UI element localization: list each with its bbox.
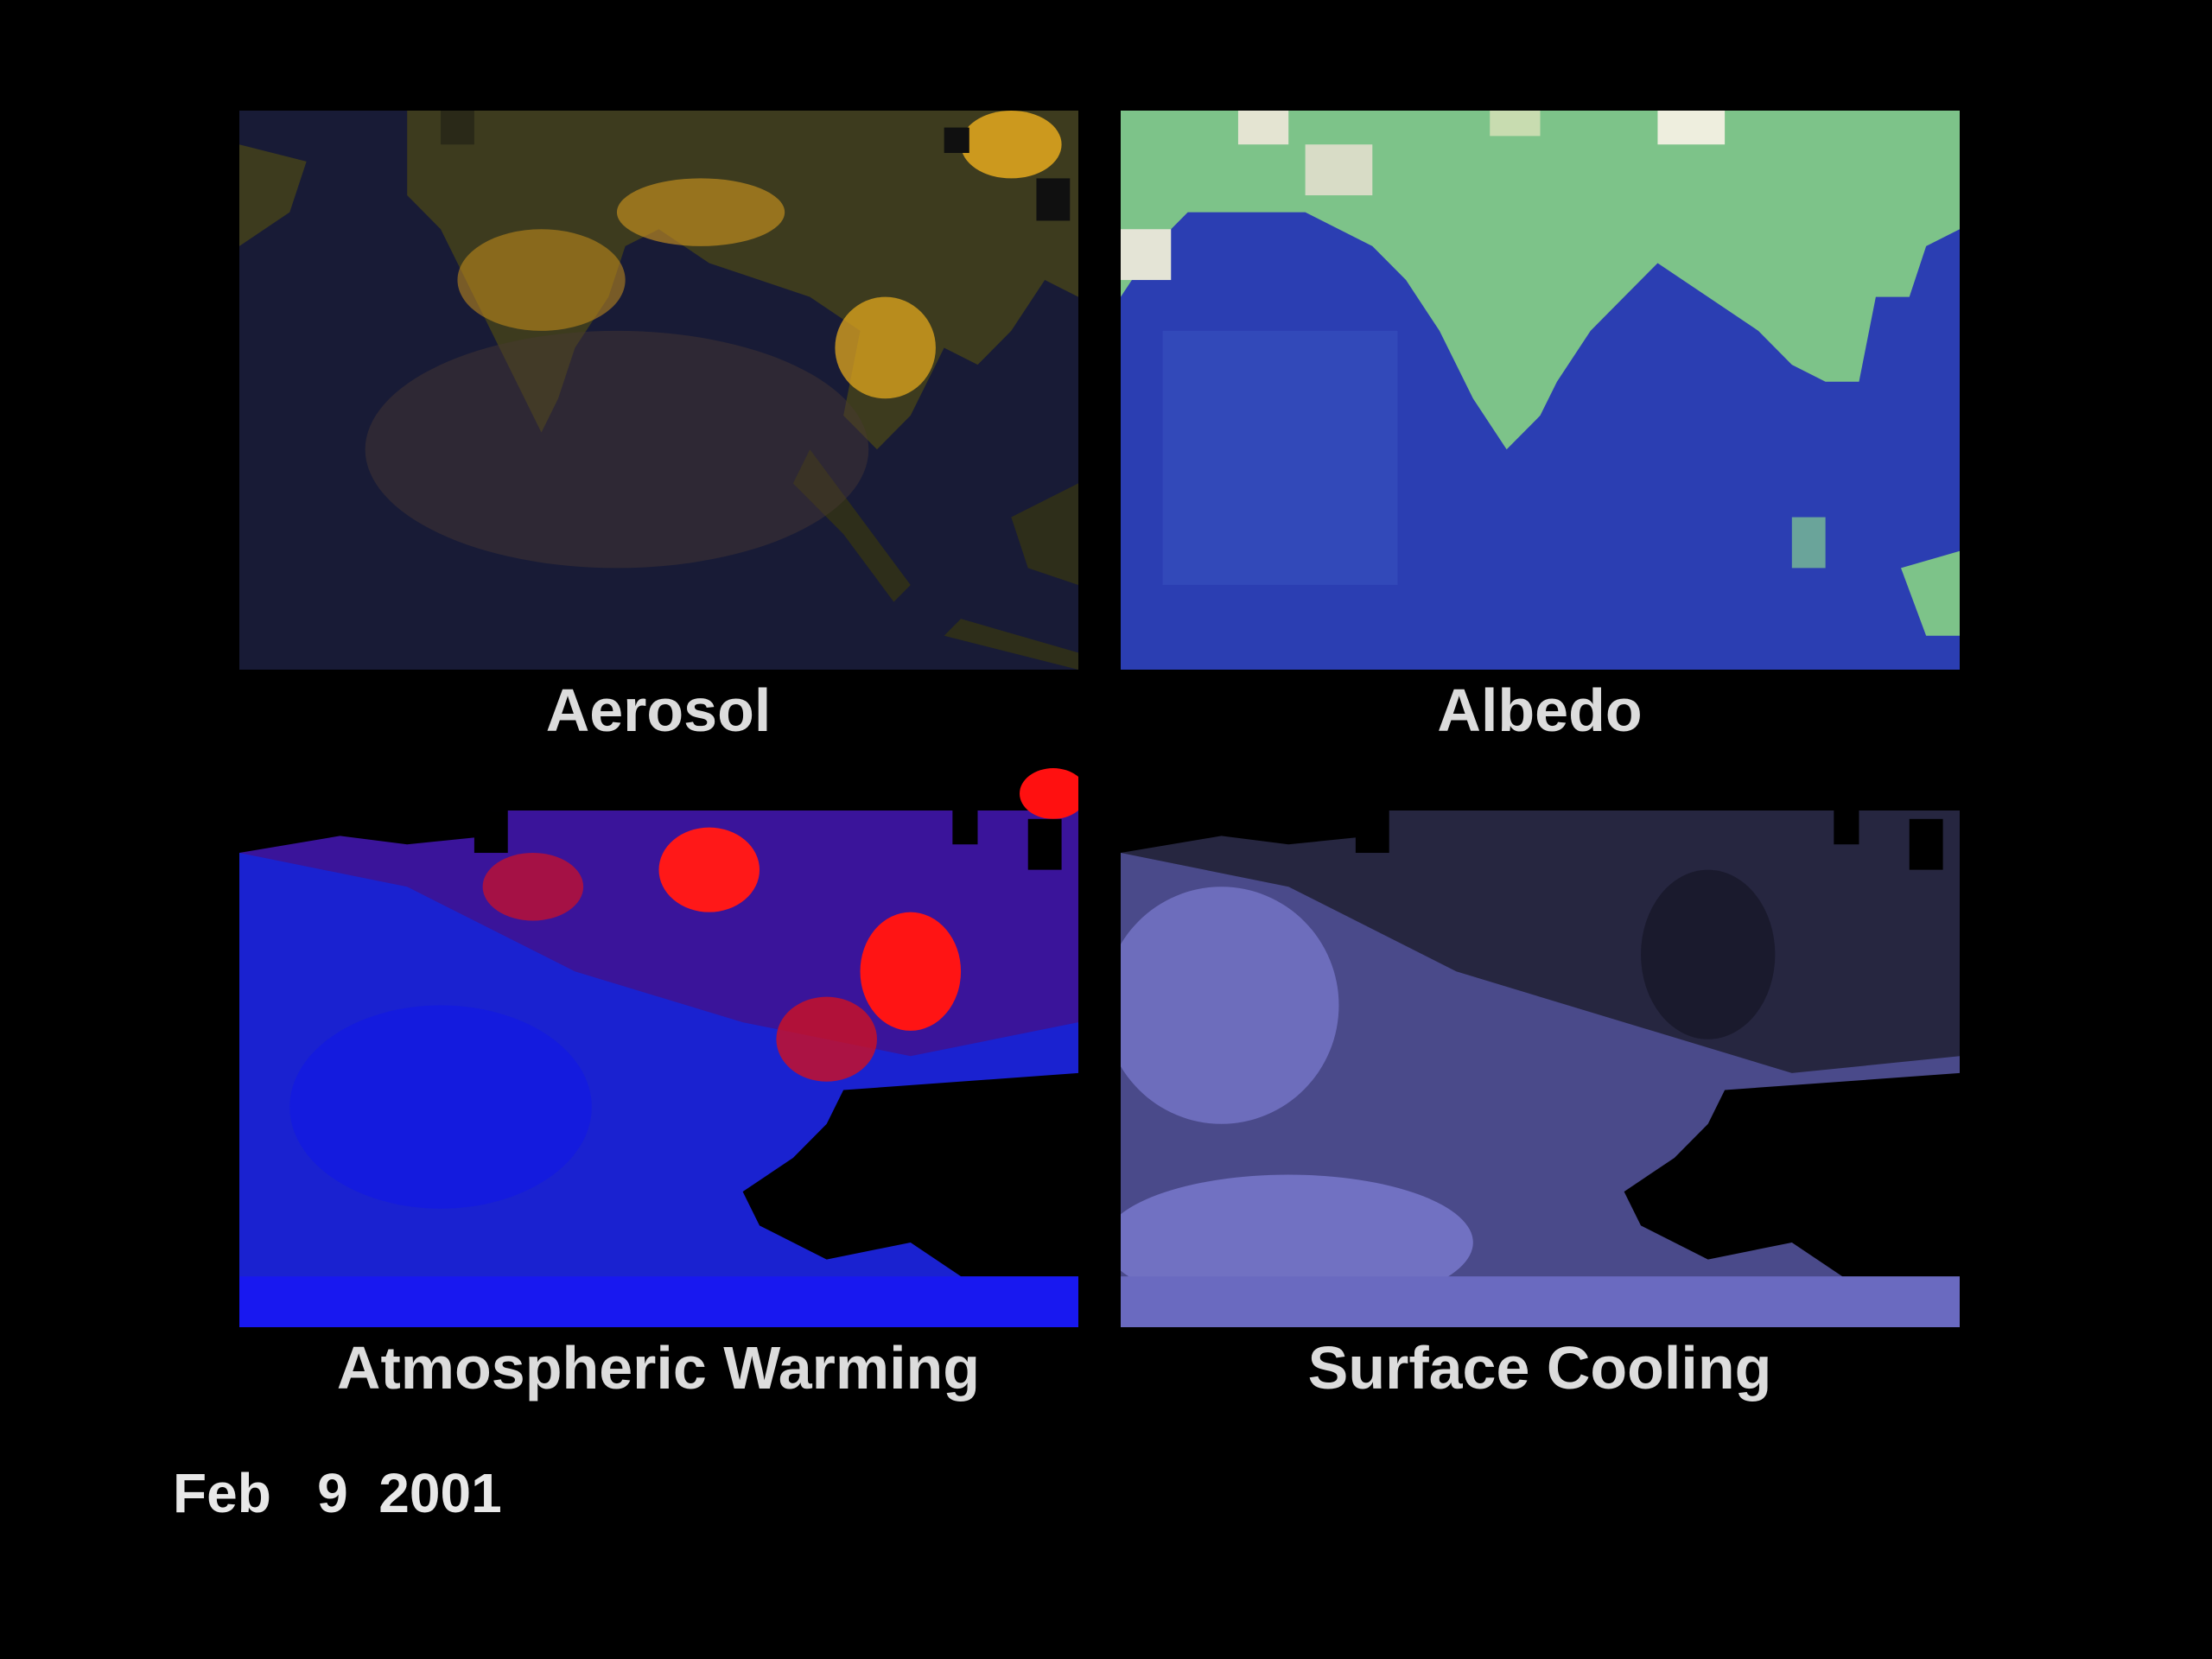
warming-hotspot xyxy=(658,827,760,912)
warming-hotspot xyxy=(482,853,584,921)
cooling-strong-area xyxy=(1121,1174,1473,1311)
albedo-map xyxy=(1121,111,1960,670)
aerosol-land-java xyxy=(944,619,1078,670)
warming-missing-cell xyxy=(952,810,978,845)
warming-cool-strip xyxy=(239,1276,1078,1327)
warming-cool-area xyxy=(289,1005,592,1209)
albedo-high-cell xyxy=(1657,111,1726,145)
atmospheric-warming-label: Atmospheric Warming xyxy=(336,1334,981,1402)
albedo-high-cell xyxy=(1121,229,1172,281)
cooling-missing-top xyxy=(1121,810,1373,854)
albedo-ocean-lighter xyxy=(1162,330,1398,585)
warming-missing-top xyxy=(239,768,1078,811)
date-stamp: Feb 9 2001 xyxy=(173,1462,502,1524)
aerosol-land-arabia xyxy=(239,144,307,246)
cooling-strip xyxy=(1121,1276,1960,1327)
aerosol-haze-ocean xyxy=(365,330,869,569)
albedo-high-cell xyxy=(1305,144,1373,196)
surface-cooling-map-svg xyxy=(1121,768,1960,1327)
aerosol-label: Aerosol xyxy=(545,677,772,744)
warming-hotspot xyxy=(1020,768,1078,819)
warming-hotspot xyxy=(860,912,962,1031)
cooling-missing-top xyxy=(1121,768,1960,811)
warming-missing-cell xyxy=(1027,818,1062,870)
aerosol-missing-cell xyxy=(441,111,474,145)
albedo-land-island xyxy=(1901,550,1960,636)
atmospheric-warming-map-svg xyxy=(239,768,1078,1327)
warming-missing-cell xyxy=(474,810,508,854)
surface-cooling-label: Surface Cooling xyxy=(1307,1334,1772,1402)
aerosol-map xyxy=(239,111,1078,670)
warming-missing-top xyxy=(239,810,492,854)
cooling-missing-cell xyxy=(1909,818,1943,870)
cooling-weak-area xyxy=(1641,869,1776,1039)
aerosol-land-borneo xyxy=(1011,483,1078,585)
aerosol-plume-ganges xyxy=(616,178,785,246)
albedo-map-svg xyxy=(1121,111,1960,670)
surface-cooling-map xyxy=(1121,768,1960,1327)
aerosol-missing-cell xyxy=(944,127,969,154)
cooling-missing-cell xyxy=(1834,810,1859,845)
albedo-land-island xyxy=(1791,517,1826,569)
aerosol-plume-indochina xyxy=(835,296,936,399)
albedo-label: Albedo xyxy=(1437,677,1643,744)
cooling-missing-cell xyxy=(1355,810,1389,854)
aerosol-land-sumatra xyxy=(792,449,911,602)
aerosol-plume-india xyxy=(457,229,626,331)
aerosol-plume-china xyxy=(961,111,1062,179)
albedo-high-cell xyxy=(1237,111,1289,145)
aerosol-map-svg xyxy=(239,111,1078,670)
albedo-high-cell xyxy=(1490,111,1541,137)
atmospheric-warming-map xyxy=(239,768,1078,1327)
aerosol-missing-cell xyxy=(1036,178,1071,221)
warming-hotspot xyxy=(776,996,877,1082)
cooling-strong-area xyxy=(1121,887,1339,1124)
